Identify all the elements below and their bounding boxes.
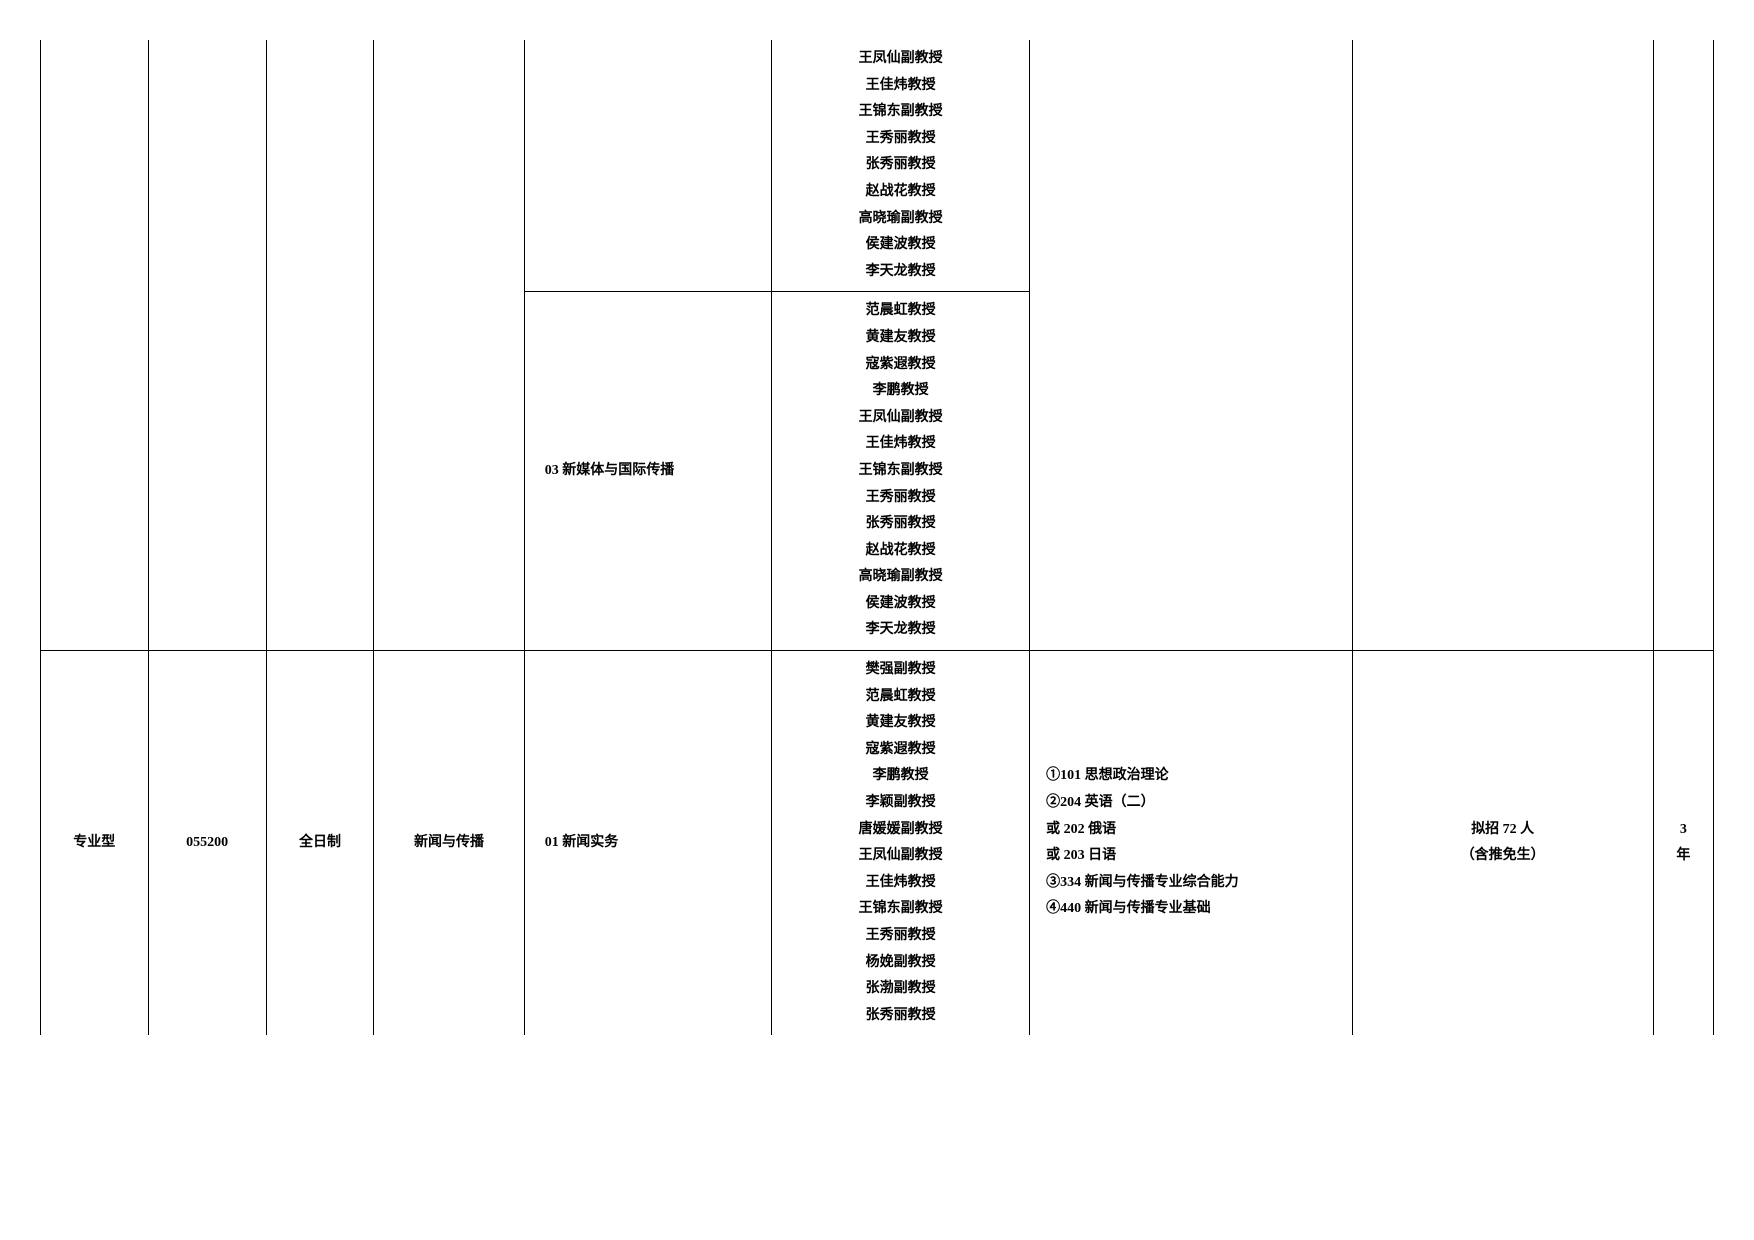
cell-years-cont — [1653, 40, 1713, 651]
faculty-name: 张渤副教授 — [866, 981, 936, 996]
faculty-name: 寇紫遐教授 — [866, 742, 936, 757]
major-label: 新闻与传播 — [414, 835, 484, 850]
exam-line: ④440 新闻与传播专业基础 — [1046, 901, 1211, 916]
cell-mode-cont — [266, 40, 374, 651]
exam-line: ①101 思想政治理论 — [1046, 768, 1169, 783]
cell-faculty-top: 王凤仙副教授 王佳炜教授 王锦东副教授 王秀丽教授 张秀丽教授 赵战花教授 高晓… — [772, 40, 1030, 292]
faculty-name: 王锦东副教授 — [859, 463, 943, 478]
cell-code-cont — [148, 40, 266, 651]
direction-label: 01 新闻实务 — [545, 835, 619, 850]
faculty-name: 王锦东副教授 — [859, 104, 943, 119]
admissions-table: 王凤仙副教授 王佳炜教授 王锦东副教授 王秀丽教授 张秀丽教授 赵战花教授 高晓… — [40, 40, 1714, 1035]
faculty-name: 赵战花教授 — [866, 184, 936, 199]
faculty-name: 张秀丽教授 — [866, 157, 936, 172]
faculty-name: 侯建波教授 — [866, 237, 936, 252]
exam-line: 或 202 俄语 — [1046, 822, 1116, 837]
cell-type: 专业型 — [41, 651, 149, 1036]
faculty-name: 王佳炜教授 — [866, 78, 936, 93]
exam-line: ③334 新闻与传播专业综合能力 — [1046, 875, 1239, 890]
faculty-name: 李鹏教授 — [873, 768, 929, 783]
faculty-name: 李颖副教授 — [866, 795, 936, 810]
faculty-name: 范晨虹教授 — [866, 303, 936, 318]
faculty-name: 侯建波教授 — [866, 596, 936, 611]
cell-direction-03: 03 新媒体与国际传播 — [524, 292, 771, 651]
cell-direction-cont — [524, 40, 771, 292]
cell-faculty-03: 范晨虹教授 黄建友教授 寇紫遐教授 李鹏教授 王凤仙副教授 王佳炜教授 王锦东副… — [772, 292, 1030, 651]
exam-line: 或 203 日语 — [1046, 848, 1116, 863]
faculty-name: 杨娩副教授 — [866, 955, 936, 970]
cell-quota: 拟招 72 人 （含推免生） — [1352, 651, 1653, 1036]
faculty-name: 高晓瑜副教授 — [859, 211, 943, 226]
faculty-name: 李天龙教授 — [866, 622, 936, 637]
exam-line: ②204 英语（二） — [1046, 795, 1155, 810]
cell-major: 新闻与传播 — [374, 651, 525, 1036]
faculty-name: 唐媛媛副教授 — [859, 822, 943, 837]
faculty-name: 王佳炜教授 — [866, 875, 936, 890]
table-row: 王凤仙副教授 王佳炜教授 王锦东副教授 王秀丽教授 张秀丽教授 赵战花教授 高晓… — [41, 40, 1714, 292]
cell-mode: 全日制 — [266, 651, 374, 1036]
faculty-name: 王锦东副教授 — [859, 901, 943, 916]
quota-line: （含推免生） — [1461, 848, 1545, 863]
faculty-name: 高晓瑜副教授 — [859, 569, 943, 584]
direction-label: 03 新媒体与国际传播 — [545, 463, 675, 478]
faculty-name: 王秀丽教授 — [866, 131, 936, 146]
faculty-name: 寇紫遐教授 — [866, 357, 936, 372]
cell-type-cont — [41, 40, 149, 651]
cell-major-cont — [374, 40, 525, 651]
faculty-name: 王佳炜教授 — [866, 436, 936, 451]
quota-line: 拟招 72 人 — [1471, 822, 1534, 837]
cell-faculty-01: 樊强副教授 范晨虹教授 黄建友教授 寇紫遐教授 李鹏教授 李颖副教授 唐媛媛副教… — [772, 651, 1030, 1036]
faculty-name: 黄建友教授 — [866, 330, 936, 345]
faculty-name: 赵战花教授 — [866, 543, 936, 558]
cell-exams: ①101 思想政治理论 ②204 英语（二） 或 202 俄语 或 203 日语… — [1030, 651, 1353, 1036]
faculty-name: 王凤仙副教授 — [859, 410, 943, 425]
cell-exams-cont — [1030, 40, 1353, 651]
cell-quota-cont — [1352, 40, 1653, 651]
faculty-name: 王凤仙副教授 — [859, 848, 943, 863]
cell-code: 055200 — [148, 651, 266, 1036]
faculty-name: 樊强副教授 — [866, 662, 936, 677]
years-line: 3 — [1680, 822, 1687, 837]
faculty-name: 黄建友教授 — [866, 715, 936, 730]
faculty-name: 王秀丽教授 — [866, 928, 936, 943]
faculty-name: 张秀丽教授 — [866, 516, 936, 531]
cell-years: 3 年 — [1653, 651, 1713, 1036]
faculty-name: 王凤仙副教授 — [859, 51, 943, 66]
faculty-name: 范晨虹教授 — [866, 689, 936, 704]
faculty-name: 李天龙教授 — [866, 264, 936, 279]
faculty-name: 张秀丽教授 — [866, 1008, 936, 1023]
faculty-name: 王秀丽教授 — [866, 490, 936, 505]
code-label: 055200 — [186, 835, 228, 850]
years-line: 年 — [1676, 848, 1690, 863]
cell-direction-01: 01 新闻实务 — [524, 651, 771, 1036]
faculty-name: 李鹏教授 — [873, 383, 929, 398]
table-row: 专业型 055200 全日制 新闻与传播 01 新闻实务 樊强副教授 范晨虹教授… — [41, 651, 1714, 1036]
type-label: 专业型 — [73, 835, 115, 850]
mode-label: 全日制 — [299, 835, 341, 850]
